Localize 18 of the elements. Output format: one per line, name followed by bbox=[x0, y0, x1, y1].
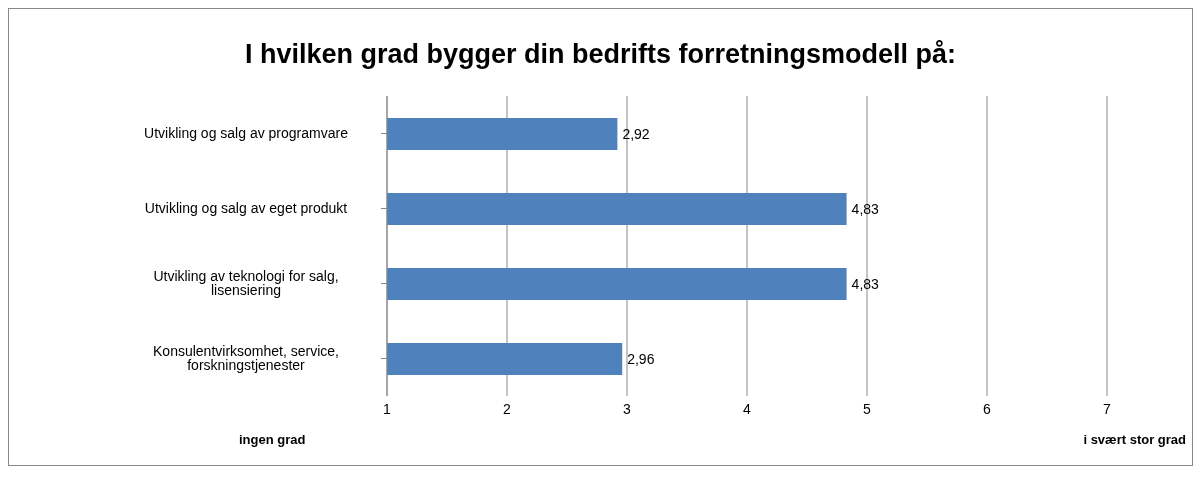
x-tick-label: 7 bbox=[1103, 400, 1112, 417]
data-label: 2,96 bbox=[627, 350, 655, 367]
data-label: 4,83 bbox=[851, 200, 880, 217]
y-tick-label: Konsulentvirksomhet, service, forskningstjenester bbox=[153, 343, 339, 374]
chart-title: I hvilken grad bygger din bedrifts forretningsmodell på: bbox=[243, 39, 958, 70]
text: i svært stor grad bbox=[1083, 432, 1186, 447]
x-tick-label: 2 bbox=[503, 400, 512, 417]
data-label: 2,92 bbox=[622, 125, 650, 142]
x-tick-label: 5 bbox=[863, 400, 872, 417]
x-tick-label: 6 bbox=[983, 400, 992, 417]
text: ingen grad bbox=[239, 432, 306, 447]
data-label: 4,83 bbox=[851, 275, 880, 292]
x-tick-label: 3 bbox=[623, 400, 632, 417]
y-tick-label: Utvikling og salg av programvare bbox=[144, 125, 349, 142]
x-tick-label: 1 bbox=[383, 400, 392, 417]
x-tick-label: 4 bbox=[743, 400, 752, 417]
y-tick-label: Utvikling og salg av eget produkt bbox=[144, 200, 348, 217]
y-tick-label: Utvikling av teknologi for salg, lisensiering bbox=[153, 268, 339, 299]
